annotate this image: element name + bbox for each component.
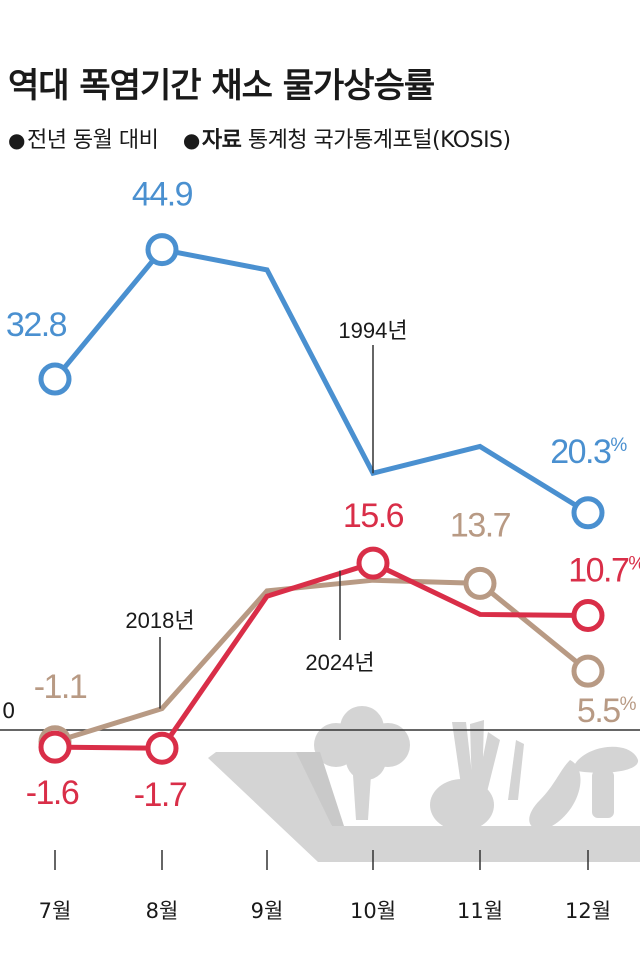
series-line-2 — [54, 560, 589, 751]
x-tick-label: 12월 — [565, 899, 611, 923]
data-point — [145, 233, 179, 267]
subtitle-basis: 전년 동월 대비 — [26, 128, 159, 153]
series-line-0 — [53, 246, 590, 515]
x-tick-label: 7월 — [39, 899, 72, 923]
data-point — [571, 496, 605, 530]
unit-suffix: % — [628, 554, 640, 575]
data-label: 44.9 — [132, 176, 193, 214]
data-point — [356, 546, 390, 580]
data-label: -1.1 — [34, 668, 87, 706]
data-point — [571, 654, 605, 688]
series-line-1 — [54, 577, 590, 745]
data-point — [38, 362, 72, 396]
x-tick-label: 10월 — [350, 899, 396, 923]
subtitle-bullet: ● — [8, 128, 25, 152]
x-tick-label: 9월 — [251, 899, 284, 923]
series-0 — [38, 233, 605, 530]
data-point — [571, 599, 605, 633]
source-label: 자료 — [201, 128, 242, 153]
data-point — [38, 730, 72, 764]
series-callout-label: 1994년 — [338, 318, 407, 343]
source-bullet: ● — [182, 128, 200, 152]
data-label: 10.7% — [568, 552, 640, 590]
data-label: -1.6 — [26, 774, 79, 812]
series-callout-label: 2024년 — [305, 650, 374, 675]
data-point — [145, 731, 179, 765]
x-tick-label: 11월 — [457, 899, 503, 923]
data-label: 5.5% — [577, 692, 637, 730]
unit-suffix: % — [610, 435, 627, 456]
chart-subtitle: ●전년 동월 대비 ●자료 통계청 국가통계포털(KOSIS) — [8, 122, 511, 154]
data-label: 13.7 — [450, 506, 511, 544]
x-tick-label: 8월 — [146, 899, 179, 923]
source-text: 통계청 국가통계포털(KOSIS) — [247, 128, 511, 153]
chart-title: 역대 폭염기간 채소 물가상승률 — [8, 66, 435, 106]
series-2 — [38, 546, 605, 765]
data-point — [463, 566, 497, 600]
unit-suffix: % — [620, 694, 637, 715]
zero-axis-label: 0 — [2, 699, 15, 723]
data-label: -1.7 — [134, 776, 187, 814]
x-axis: 7월 8월 9월 10월 11월 12월 — [39, 850, 611, 923]
series-callout-label: 2018년 — [125, 608, 194, 633]
data-label: 15.6 — [343, 497, 404, 535]
data-label: 32.8 — [6, 306, 67, 344]
vegetable-basket-illustration — [208, 706, 640, 862]
data-label: 20.3% — [550, 433, 627, 471]
